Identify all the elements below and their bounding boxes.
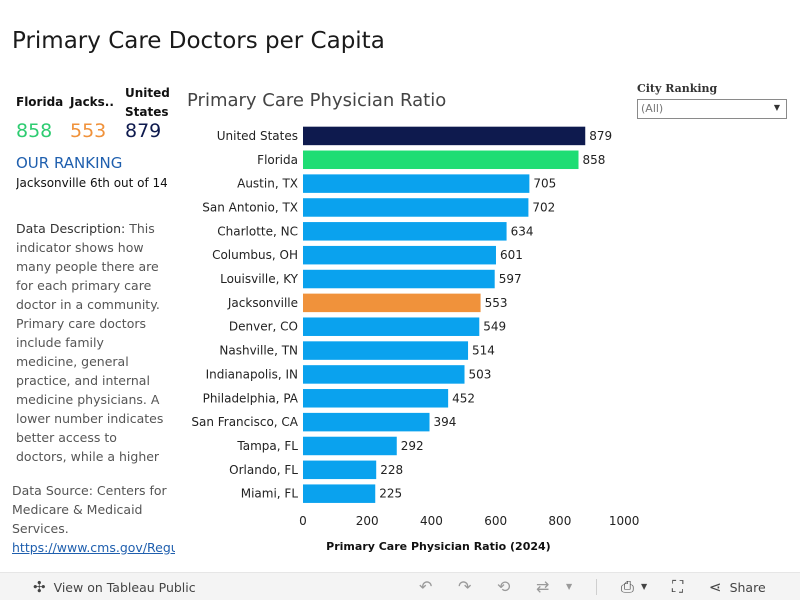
- ranking-heading: OUR RANKING: [16, 154, 123, 172]
- view-on-tableau-button[interactable]: ✣ View on Tableau Public: [33, 573, 196, 600]
- view-on-tableau-label: View on Tableau Public: [53, 580, 196, 595]
- bar-chart: United States 879 Florida 858 Austin, TX 705 S…: [191, 126, 640, 553]
- refresh-dropdown-icon[interactable]: ▼: [566, 582, 573, 591]
- category-label: Orlando, FL: [229, 463, 298, 477]
- data-label: 879: [589, 129, 612, 143]
- kpi-florida-label: Florida: [16, 95, 64, 109]
- category-label: Miami, FL: [241, 487, 299, 501]
- category-label: Nashville, TN: [219, 344, 298, 358]
- city-ranking-filter[interactable]: (All) ▼: [637, 99, 787, 119]
- category-label: San Francisco, CA: [191, 415, 298, 429]
- download-icon[interactable]: ⎙: [621, 577, 634, 596]
- data-label: 601: [500, 248, 523, 262]
- share-icon: ⋖: [709, 578, 722, 596]
- x-tick-label: 600: [484, 514, 507, 528]
- category-label: San Antonio, TX: [202, 200, 298, 214]
- description-text: This indicator shows how many people the…: [16, 221, 164, 464]
- ranking-text: Jacksonville 6th out of 14: [16, 176, 167, 190]
- category-label: Florida: [257, 153, 298, 167]
- x-tick-label: 1000: [609, 514, 640, 528]
- category-label: Columbus, OH: [212, 248, 298, 262]
- data-label: 549: [483, 320, 506, 334]
- data-description: Data Description: This indicator shows h…: [16, 219, 169, 466]
- data-label: 597: [499, 272, 522, 286]
- kpi-united-states-label: United States: [125, 86, 170, 119]
- bar: [303, 484, 376, 503]
- toolbar-divider: [596, 579, 597, 595]
- data-label: 553: [485, 296, 508, 310]
- redo-icon[interactable]: ↷: [458, 577, 472, 596]
- kpi-jacksonville-label: Jacks..: [70, 95, 114, 109]
- bar: [303, 245, 496, 265]
- bar: [303, 126, 586, 146]
- source-link[interactable]: https://www.cms.gov/Regu: [12, 540, 175, 555]
- revert-icon[interactable]: ⟲: [497, 577, 511, 596]
- bar: [303, 293, 481, 313]
- kpi-florida-value: 858: [16, 120, 53, 142]
- category-label: Tampa, FL: [236, 439, 298, 453]
- tableau-toolbar: ✣ View on Tableau Public ↶ ↷ ⟲ ⇄ ▼ ⎙ ▼ ⛶…: [0, 572, 800, 600]
- x-tick-label: 0: [299, 514, 307, 528]
- kpi-united-states-value: 879: [125, 120, 162, 142]
- bar: [303, 365, 465, 384]
- download-dropdown-icon[interactable]: ▼: [641, 582, 648, 591]
- category-label: Jacksonville: [227, 296, 298, 310]
- category-label: Louisville, KY: [220, 272, 299, 286]
- x-axis-label: Primary Care Physician Ratio (2024): [326, 540, 551, 553]
- category-label: Charlotte, NC: [217, 224, 298, 238]
- data-label: 225: [379, 487, 402, 501]
- data-source: Data Source: Centers for Medicare & Medi…: [12, 481, 175, 557]
- data-label: 394: [434, 415, 457, 429]
- refresh-icon[interactable]: ⇄: [536, 577, 550, 596]
- data-label: 858: [583, 153, 606, 167]
- bar: [303, 317, 480, 336]
- data-label: 634: [511, 224, 534, 238]
- x-tick-label: 200: [356, 514, 379, 528]
- kpi-jacksonville-value: 553: [70, 120, 107, 142]
- data-label: 292: [401, 439, 424, 453]
- share-button[interactable]: ⋖ Share: [709, 573, 766, 600]
- bar: [303, 174, 530, 193]
- page-title: Primary Care Doctors per Capita: [12, 28, 385, 54]
- city-ranking-filter-label: City Ranking: [637, 82, 718, 95]
- data-label: 514: [472, 344, 495, 358]
- source-text: Data Source: Centers for Medicare & Medi…: [12, 483, 167, 536]
- data-label: 705: [533, 177, 556, 191]
- bar: [303, 436, 397, 456]
- category-label: Denver, CO: [229, 320, 298, 334]
- undo-icon[interactable]: ↶: [419, 577, 433, 596]
- share-label: Share: [729, 580, 766, 595]
- bar: [303, 269, 495, 289]
- fullscreen-icon[interactable]: ⛶: [672, 577, 684, 596]
- bar: [303, 460, 377, 480]
- x-tick-label: 800: [548, 514, 571, 528]
- bar: [303, 389, 449, 408]
- category-label: Indianapolis, IN: [206, 367, 298, 381]
- chevron-down-icon[interactable]: ▼: [773, 103, 780, 112]
- x-tick-label: 400: [420, 514, 443, 528]
- description-label: Data Description:: [16, 221, 126, 236]
- category-label: Austin, TX: [237, 177, 298, 191]
- data-label: 228: [380, 463, 403, 477]
- bar: [303, 222, 507, 241]
- bar: [303, 150, 579, 170]
- bar: [303, 341, 469, 360]
- data-label: 702: [532, 200, 555, 214]
- filter-selected-value: (All): [641, 102, 664, 115]
- tableau-logo-icon: ✣: [33, 578, 46, 596]
- bar: [303, 412, 430, 432]
- category-label: Philadelphia, PA: [203, 391, 299, 405]
- category-label: United States: [217, 129, 298, 143]
- chart-title: Primary Care Physician Ratio: [187, 90, 447, 111]
- bar: [303, 198, 529, 217]
- data-label: 452: [452, 391, 475, 405]
- data-label: 503: [469, 367, 492, 381]
